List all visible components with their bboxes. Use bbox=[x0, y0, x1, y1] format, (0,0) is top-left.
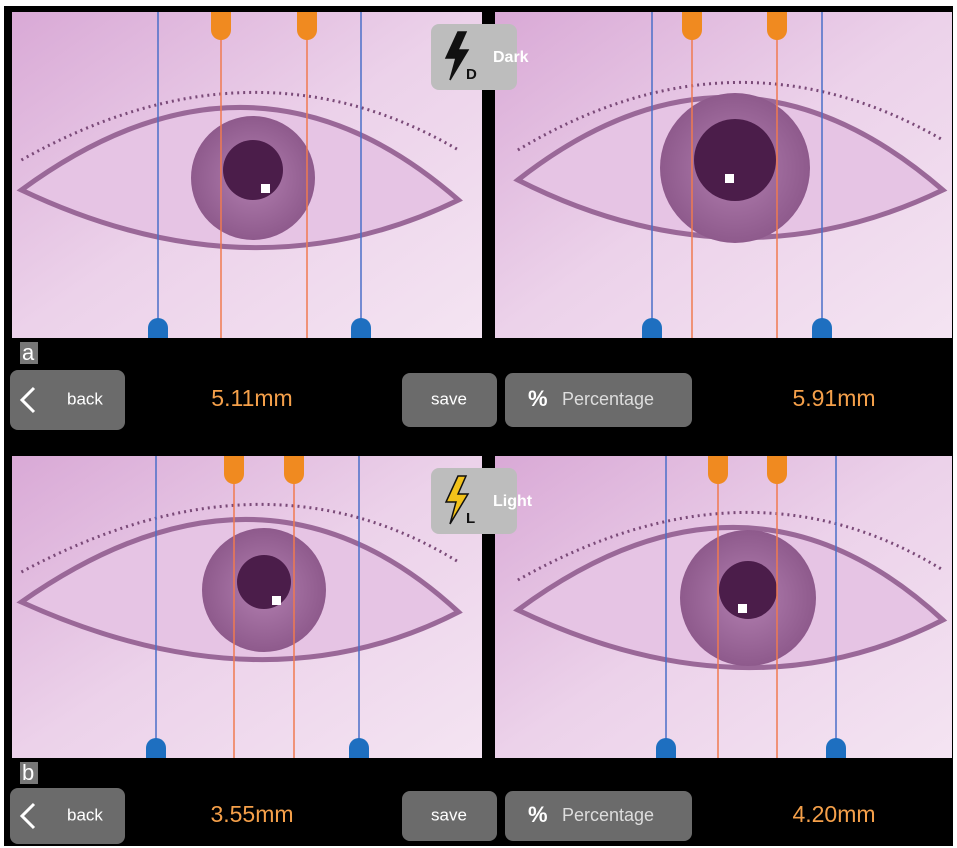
percent-icon: % bbox=[528, 802, 548, 827]
percentage-button[interactable] bbox=[505, 791, 692, 841]
back-button[interactable] bbox=[10, 370, 125, 430]
reflection bbox=[261, 184, 270, 193]
caliper-handle-orange[interactable] bbox=[708, 456, 728, 484]
caliper-handle-orange[interactable] bbox=[767, 12, 787, 40]
bolt-icon bbox=[444, 475, 470, 525]
percentage-label: Percentage bbox=[562, 389, 654, 409]
save-label: save bbox=[431, 389, 467, 408]
caliper-handle-blue[interactable] bbox=[148, 318, 168, 338]
panel-label-bg bbox=[20, 342, 38, 364]
percentage-label: Percentage bbox=[562, 805, 654, 825]
save-button[interactable] bbox=[402, 791, 497, 841]
save-label: save bbox=[431, 805, 467, 824]
right-measurement: 5.91mm bbox=[792, 385, 875, 411]
reflection bbox=[272, 596, 281, 605]
caliper-handle-orange[interactable] bbox=[211, 12, 231, 40]
caliper-handle-orange[interactable] bbox=[224, 456, 244, 484]
caliper-handle-blue[interactable] bbox=[812, 318, 832, 338]
back-button[interactable] bbox=[10, 788, 125, 844]
caliper-handle-blue[interactable] bbox=[826, 738, 846, 758]
lashes bbox=[517, 81, 944, 152]
pupil bbox=[694, 119, 776, 201]
mode-label: Dark bbox=[493, 49, 529, 66]
reflection bbox=[725, 174, 734, 183]
caliper-handle-orange[interactable] bbox=[297, 12, 317, 40]
caliper-handle-blue[interactable] bbox=[351, 318, 371, 338]
back-label: back bbox=[67, 805, 103, 824]
reflection bbox=[738, 604, 747, 613]
pupil bbox=[237, 555, 291, 609]
caliper-handle-blue[interactable] bbox=[349, 738, 369, 758]
panel: D Dark a back 5.11mm save% Percentage 5.91mm bbox=[10, 12, 952, 430]
caliper-handle-blue[interactable] bbox=[146, 738, 166, 758]
panel-label-bg bbox=[20, 762, 38, 784]
percentage-button[interactable] bbox=[505, 373, 692, 427]
bolt-icon bbox=[444, 31, 470, 81]
pupil bbox=[223, 140, 283, 200]
caliper-handle-blue[interactable] bbox=[656, 738, 676, 758]
lashes bbox=[20, 91, 460, 162]
caliper-handle-orange[interactable] bbox=[682, 12, 702, 40]
percent-icon: % bbox=[528, 386, 548, 411]
back-chevron bbox=[19, 802, 36, 830]
mode-badge-letter: L bbox=[466, 510, 475, 527]
left-measurement: 3.55mm bbox=[210, 801, 293, 827]
caliper-handle-blue[interactable] bbox=[642, 318, 662, 338]
back-chevron bbox=[19, 386, 36, 414]
back-label: back bbox=[67, 389, 103, 408]
left-measurement: 5.11mm bbox=[211, 385, 292, 411]
panel: L Light b back 3.55mm save% Percentage 4.20mm bbox=[10, 456, 952, 844]
caliper-handle-orange[interactable] bbox=[284, 456, 304, 484]
mode-label: Light bbox=[493, 493, 533, 510]
caliper-handle-orange[interactable] bbox=[767, 456, 787, 484]
save-button[interactable] bbox=[402, 373, 497, 427]
mode-badge-letter: D bbox=[466, 66, 477, 83]
right-measurement: 4.20mm bbox=[792, 801, 875, 827]
panel-label: a bbox=[22, 340, 35, 365]
lashes bbox=[20, 503, 460, 574]
pupil bbox=[719, 561, 777, 619]
panel-label: b bbox=[22, 760, 34, 785]
